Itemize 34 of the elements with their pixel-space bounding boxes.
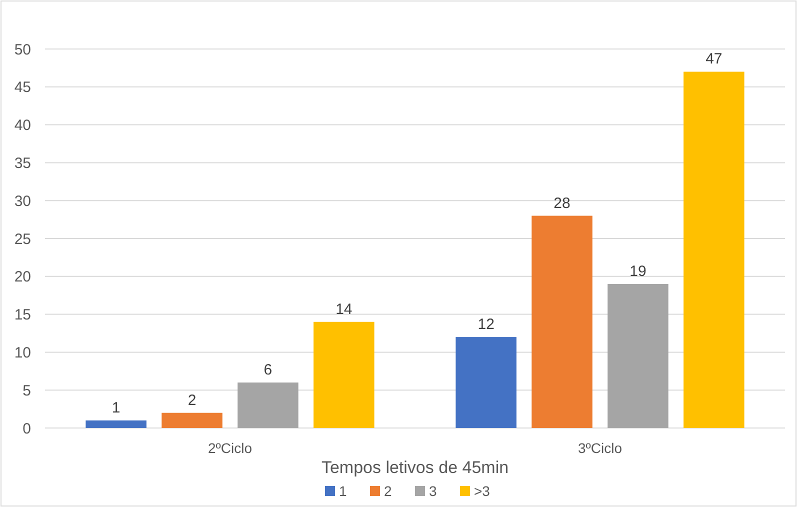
y-tick-label: 35 xyxy=(14,154,31,172)
y-tick-label: 45 xyxy=(14,79,31,96)
bar xyxy=(162,412,222,428)
legend-label: 1 xyxy=(339,482,347,499)
y-tick-label: 20 xyxy=(14,268,31,286)
y-tick-label: 40 xyxy=(14,117,31,134)
data-label: 14 xyxy=(336,300,352,318)
bar xyxy=(314,322,374,428)
data-label: 47 xyxy=(706,50,722,68)
bar xyxy=(608,284,668,428)
bar xyxy=(684,72,744,428)
bar xyxy=(532,216,592,428)
y-tick-label: 0 xyxy=(22,420,31,438)
data-label: 1 xyxy=(112,399,120,416)
bar xyxy=(238,382,298,428)
data-label: 28 xyxy=(554,194,570,212)
bar xyxy=(456,337,516,428)
y-tick-label: 15 xyxy=(14,306,31,324)
legend-label: >3 xyxy=(474,482,490,499)
data-label: 6 xyxy=(264,362,272,379)
x-tick-label: 2ºCiclo xyxy=(208,440,252,456)
data-label: 2 xyxy=(188,392,196,409)
y-tick-label: 5 xyxy=(22,382,31,400)
legend-label: 2 xyxy=(384,482,392,499)
x-axis-title: Tempos letivos de 45min xyxy=(321,458,509,477)
bar xyxy=(86,420,146,428)
data-label: 12 xyxy=(478,316,494,334)
y-tick-label: 25 xyxy=(14,230,31,248)
y-tick-label: 10 xyxy=(14,344,31,362)
x-tick-label: 3ºCiclo xyxy=(578,440,622,456)
data-label: 19 xyxy=(630,262,646,280)
y-tick-label: 50 xyxy=(14,41,31,58)
legend-label: 3 xyxy=(429,482,437,499)
y-tick-label: 30 xyxy=(14,192,31,210)
